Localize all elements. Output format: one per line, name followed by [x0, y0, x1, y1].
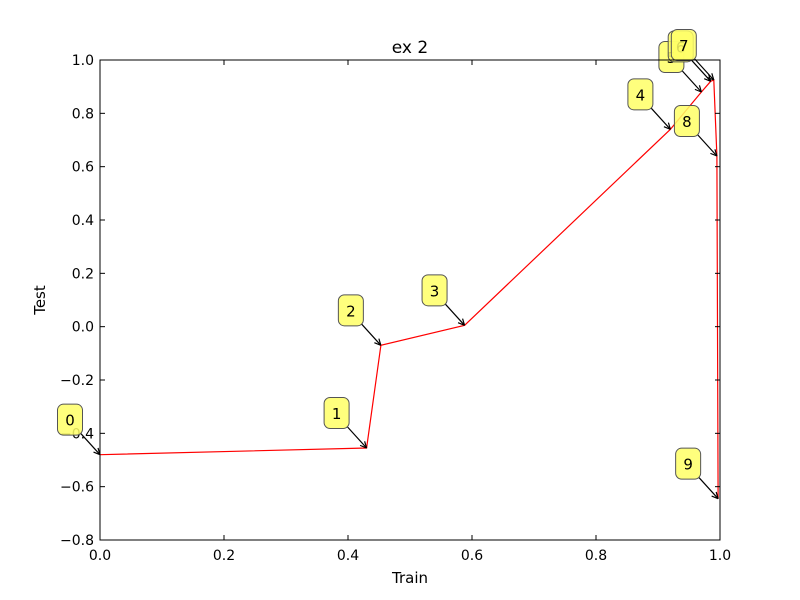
x-tick-label: 1.0	[709, 548, 731, 564]
annotation-1: 1	[323, 397, 368, 449]
annotation-label: 4	[636, 86, 646, 104]
annotation-arrow	[698, 476, 719, 500]
annotation-arrow	[444, 303, 466, 326]
x-tick-label: 0.6	[461, 548, 483, 564]
annotation-box	[323, 397, 350, 429]
annotation-3: 3	[421, 274, 466, 326]
y-tick-label: −0.2	[60, 373, 94, 389]
annotation-label: 1	[332, 405, 342, 423]
x-axis-label: Train	[391, 569, 428, 587]
annotation-8: 8	[673, 105, 718, 157]
axes-frame	[99, 59, 721, 541]
y-tick-label: 1.0	[72, 53, 94, 69]
annotation-arrowhead	[374, 338, 382, 346]
annotation-label: 9	[683, 456, 693, 474]
y-tick-label: 0.6	[72, 160, 94, 176]
annotation-box	[421, 274, 448, 307]
annotation-arrow	[681, 70, 702, 93]
y-tick-label: −0.6	[60, 480, 94, 496]
annotation-box	[337, 294, 364, 327]
annotation-arrowhead	[694, 85, 702, 93]
annotation-7: 7	[670, 29, 715, 81]
x-tick-label: 0.0	[89, 548, 111, 564]
axis-ticks: 0.00.20.40.60.81.0−0.8−0.6−0.4−0.20.00.2…	[60, 53, 731, 564]
x-tick-label: 0.2	[213, 548, 235, 564]
y-tick-label: 0.2	[72, 266, 94, 282]
x-tick-label: 0.8	[585, 548, 607, 564]
annotation-arrow	[696, 134, 718, 157]
annotation-label: 2	[346, 302, 356, 320]
y-tick-label: 0.0	[72, 320, 94, 336]
annotation-label: 7	[679, 37, 689, 55]
y-axis-label: Test	[31, 285, 49, 316]
y-tick-label: 0.4	[72, 213, 94, 229]
annotation-label: 8	[682, 113, 692, 131]
annotation-arrowhead	[457, 318, 466, 326]
annotation-box	[57, 403, 83, 436]
annotation-arrowhead	[359, 441, 368, 449]
annotation-arrow	[346, 426, 368, 449]
annotation-4: 4	[627, 78, 671, 130]
annotation-arrow	[80, 432, 101, 456]
annotation-box	[627, 78, 654, 111]
annotation-arrow	[693, 58, 715, 81]
annotation-arrowhead	[710, 149, 718, 157]
annotation-9: 9	[675, 447, 719, 500]
annotations: 0123456789	[57, 29, 719, 500]
annotation-2: 2	[337, 294, 382, 346]
annotation-label: 0	[65, 412, 75, 430]
annotation-arrowhead	[707, 73, 715, 81]
annotation-box	[675, 447, 702, 480]
annotation-box	[673, 105, 700, 137]
annotation-label: 3	[430, 282, 440, 300]
annotation-arrowhead	[711, 491, 719, 500]
x-tick-label: 0.4	[337, 548, 359, 564]
annotation-0: 0	[57, 403, 101, 456]
annotation-arrow	[360, 323, 382, 346]
annotation-arrow	[650, 107, 671, 130]
annotation-arrowhead	[663, 122, 671, 130]
chart-title: ex 2	[392, 38, 428, 58]
y-tick-label: −0.8	[60, 533, 94, 549]
y-tick-label: 0.8	[72, 106, 94, 122]
